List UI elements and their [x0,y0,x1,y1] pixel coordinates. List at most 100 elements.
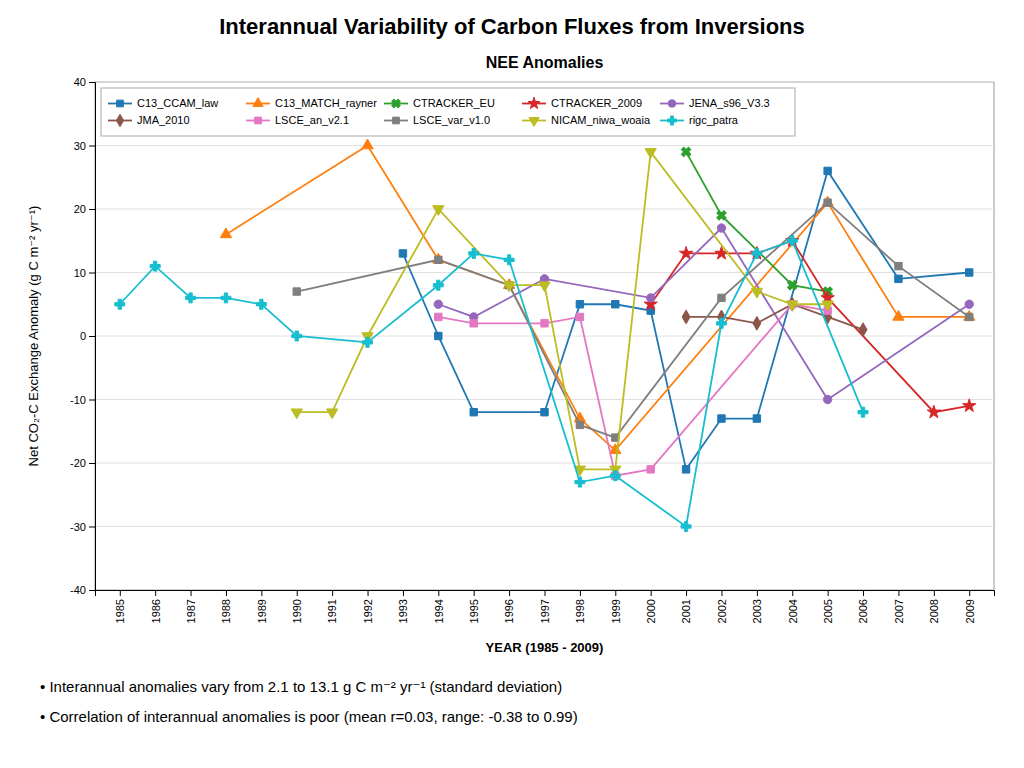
point-marker [612,301,619,308]
y-tick: -30 [70,521,95,533]
tick-label: -40 [70,584,86,596]
grid-line [95,272,994,273]
x-tick: 1985 [114,590,126,623]
tick-mark [863,590,864,596]
series [679,145,835,299]
legend-item: LSCE_an_v2.1 [246,114,349,126]
point-marker [893,310,904,320]
legend-item: rigc_patra [660,114,739,126]
legend-marker [390,97,403,110]
legend-marker [393,117,400,124]
point-marker [681,522,691,532]
point-marker [718,294,725,301]
tick-mark [757,590,758,596]
point-marker [753,316,761,330]
tick-label: 1986 [150,599,162,623]
legend-item: CTRACKER_EU [384,97,495,110]
tick-label: -10 [70,394,86,406]
point-marker [965,300,973,308]
x-tick: 2001 [680,590,692,623]
legend-label: LSCE_var_v1.0 [413,114,490,126]
tick-label: 1993 [397,599,409,623]
tick-mark [474,590,475,596]
tick-label: 1990 [291,599,303,623]
plot-area: 1985198619871988198919901991199219931994… [70,76,994,623]
point-marker [785,278,799,292]
tick-label: 2002 [716,599,728,623]
legend-frame [101,88,795,136]
series [644,234,976,418]
legend-marker [529,118,539,127]
point-marker [679,145,693,159]
tick-label: 2005 [822,599,834,623]
legend-label: JENA_s96_V3.3 [689,97,770,109]
point-marker [327,409,338,419]
grid-line [95,209,994,210]
point-marker [291,409,302,419]
tick-label: -20 [70,457,86,469]
x-tick: 2005 [822,590,834,623]
legend-marker [668,100,676,108]
tick-mark [403,590,404,596]
tick-mark [438,590,439,596]
tick-mark [155,590,156,596]
tick-label: 2003 [751,599,763,623]
legend-marker [117,100,124,107]
tick-label: 1992 [362,599,374,623]
point-marker [503,282,514,292]
tick-mark [615,590,616,596]
x-axis: 1985198619871988198919901991199219931994… [96,590,995,623]
point-marker [433,206,444,216]
tick-mark [191,590,192,596]
tick-label: 1999 [610,599,622,623]
point-marker [186,293,196,303]
tick-label: 2007 [893,599,905,623]
tick-mark [792,590,793,596]
tick-label: 1991 [326,599,338,623]
point-marker [682,466,689,473]
tick-mark [89,527,95,528]
y-tick: 0 [80,330,95,342]
y-tick: 30 [74,140,95,152]
point-marker [541,408,548,415]
chart: Interannual Variability of Carbon Fluxes… [0,0,1024,768]
point-marker [610,444,621,454]
y-tick: -10 [70,394,95,406]
point-marker [718,415,725,422]
tick-label: 1996 [503,599,515,623]
x-tick: 1987 [185,590,197,623]
x-tick: 1992 [362,590,374,623]
tick-mark [226,590,227,596]
title: Interannual Variability of Carbon Fluxes… [219,14,805,39]
legend-label: rigc_patra [689,114,739,126]
tick-mark [509,590,510,596]
legend-label: C13_MATCH_rayner [275,97,377,109]
x-tick: 2008 [928,590,940,623]
tick-label: 2009 [964,599,976,623]
y-axis: -40-30-20-10010203040 [70,76,95,596]
legend-marker [255,117,262,124]
series-group [115,139,976,531]
tick-mark [828,590,829,596]
legend-label: C13_CCAM_law [137,97,218,109]
series-line [403,171,969,469]
x-tick: 1988 [220,590,232,623]
point-marker [715,246,728,259]
tick-mark [89,336,95,337]
tick-label: 40 [74,76,86,88]
tick-mark [332,590,333,596]
legend-marker [116,114,123,126]
grid-line [95,336,994,337]
point-marker [714,208,728,222]
tick-mark [368,590,369,596]
legend-label: CTRACKER_EU [413,97,495,109]
point-marker [434,300,442,308]
point-marker [717,224,725,232]
x-tick: 1994 [433,590,445,623]
grid-line [95,526,994,527]
point-marker [859,323,867,337]
legend-item: C13_MATCH_rayner [246,97,377,109]
point-marker [966,269,973,276]
tick-mark [721,590,722,596]
tick-mark [969,590,970,596]
